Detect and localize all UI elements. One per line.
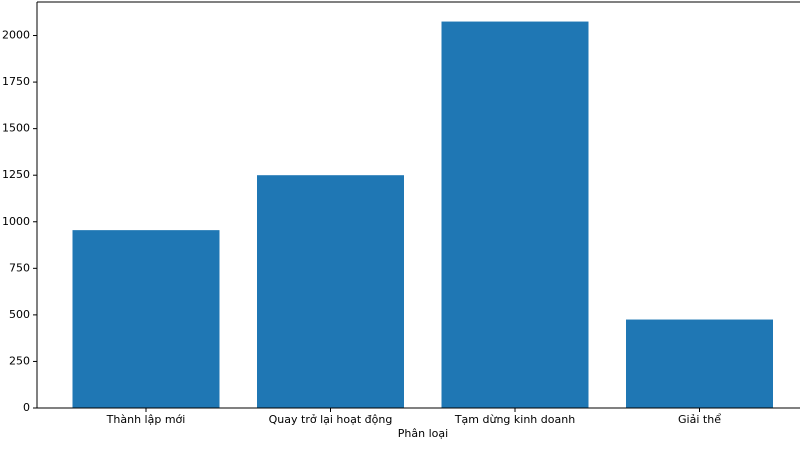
y-tick-label: 1250 — [2, 168, 30, 181]
x-axis-label: Phân loại — [398, 427, 448, 440]
y-tick-label: 250 — [9, 354, 30, 367]
y-tick-label: 2000 — [2, 29, 30, 42]
y-tick-label: 1750 — [2, 75, 30, 88]
bar — [257, 175, 404, 408]
bar — [72, 230, 220, 408]
y-tick-label: 500 — [9, 308, 30, 321]
x-tick-label: Giải thể — [678, 413, 721, 426]
y-tick-label: 1500 — [2, 122, 30, 135]
bar — [441, 21, 589, 408]
y-tick-label: 0 — [23, 401, 30, 414]
x-tick-label: Quay trở lại hoạt động — [269, 413, 393, 426]
y-tick-label: 1000 — [2, 215, 30, 228]
x-tick-label: Tạm dừng kinh doanh — [454, 413, 575, 426]
bar — [626, 319, 773, 408]
y-tick-label: 750 — [9, 261, 30, 274]
x-tick-label: Thành lập mới — [106, 413, 186, 426]
